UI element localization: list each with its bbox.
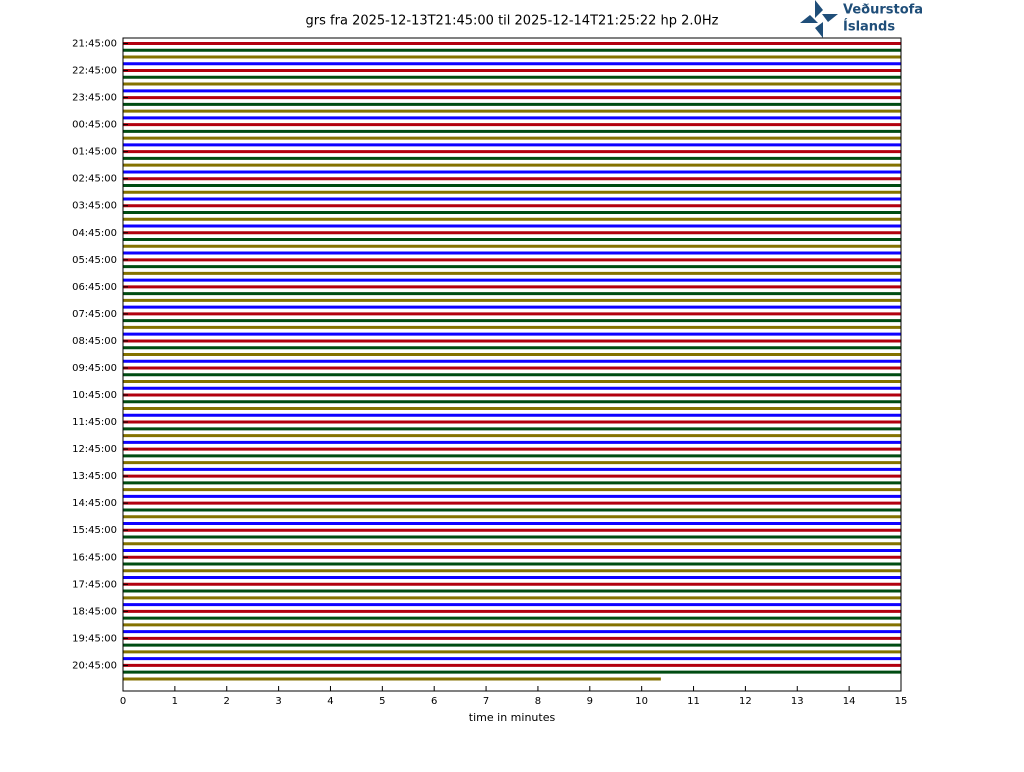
y-tick-label: 23:45:00 [72,93,117,104]
x-axis-label: time in minutes [469,711,556,724]
x-tick-label: 2 [224,696,230,707]
logo-mark [800,15,818,23]
y-tick-label: 16:45:00 [72,552,117,563]
y-tick-label: 02:45:00 [72,174,117,185]
y-tick-label: 17:45:00 [72,579,117,590]
logo-text: Veðurstofa [843,3,923,18]
y-tick-label: 13:45:00 [72,471,117,482]
y-tick-label: 18:45:00 [72,606,117,617]
y-tick-label: 05:45:00 [72,255,117,266]
x-tick-label: 10 [635,696,648,707]
logo: Veðurstofa Íslands [800,0,923,38]
x-tick-label: 9 [587,696,593,707]
x-tick-label: 11 [687,696,700,707]
x-tick-label: 6 [431,696,437,707]
x-tick-label: 14 [843,696,856,707]
y-tick-label: 01:45:00 [72,147,117,158]
y-tick-label: 00:45:00 [72,120,117,131]
y-tick-label: 21:45:00 [72,39,117,50]
chart-title: grs fra 2025-12-13T21:45:00 til 2025-12-… [306,14,719,29]
x-tick-label: 7 [483,696,489,707]
y-tick-label: 11:45:00 [72,417,117,428]
logo-mark [815,0,823,18]
x-tick-label: 15 [895,696,908,707]
plot-frame [122,37,902,692]
y-tick-label: 19:45:00 [72,633,117,644]
y-tick-label: 03:45:00 [72,201,117,212]
logo-mark [815,22,823,38]
y-tick-label: 07:45:00 [72,309,117,320]
x-tick-label: 1 [172,696,178,707]
y-tick-label: 12:45:00 [72,444,117,455]
y-tick-label: 04:45:00 [72,228,117,239]
y-tick-label: 20:45:00 [72,660,117,671]
y-tick-label: 06:45:00 [72,282,117,293]
x-tick-label: 3 [275,696,281,707]
logo-mark [822,14,838,22]
y-tick-label: 08:45:00 [72,336,117,347]
x-tick-label: 0 [120,696,126,707]
logo-text: Íslands [843,19,895,35]
x-tick-label: 12 [739,696,752,707]
y-tick-label: 15:45:00 [72,525,117,536]
y-tick-label: 09:45:00 [72,363,117,374]
y-tick-label: 14:45:00 [72,498,117,509]
x-tick-label: 5 [379,696,385,707]
x-tick-label: 13 [791,696,804,707]
x-tick-label: 8 [535,696,541,707]
y-tick-label: 10:45:00 [72,390,117,401]
y-tick-label: 22:45:00 [72,66,117,77]
x-tick-label: 4 [327,696,333,707]
